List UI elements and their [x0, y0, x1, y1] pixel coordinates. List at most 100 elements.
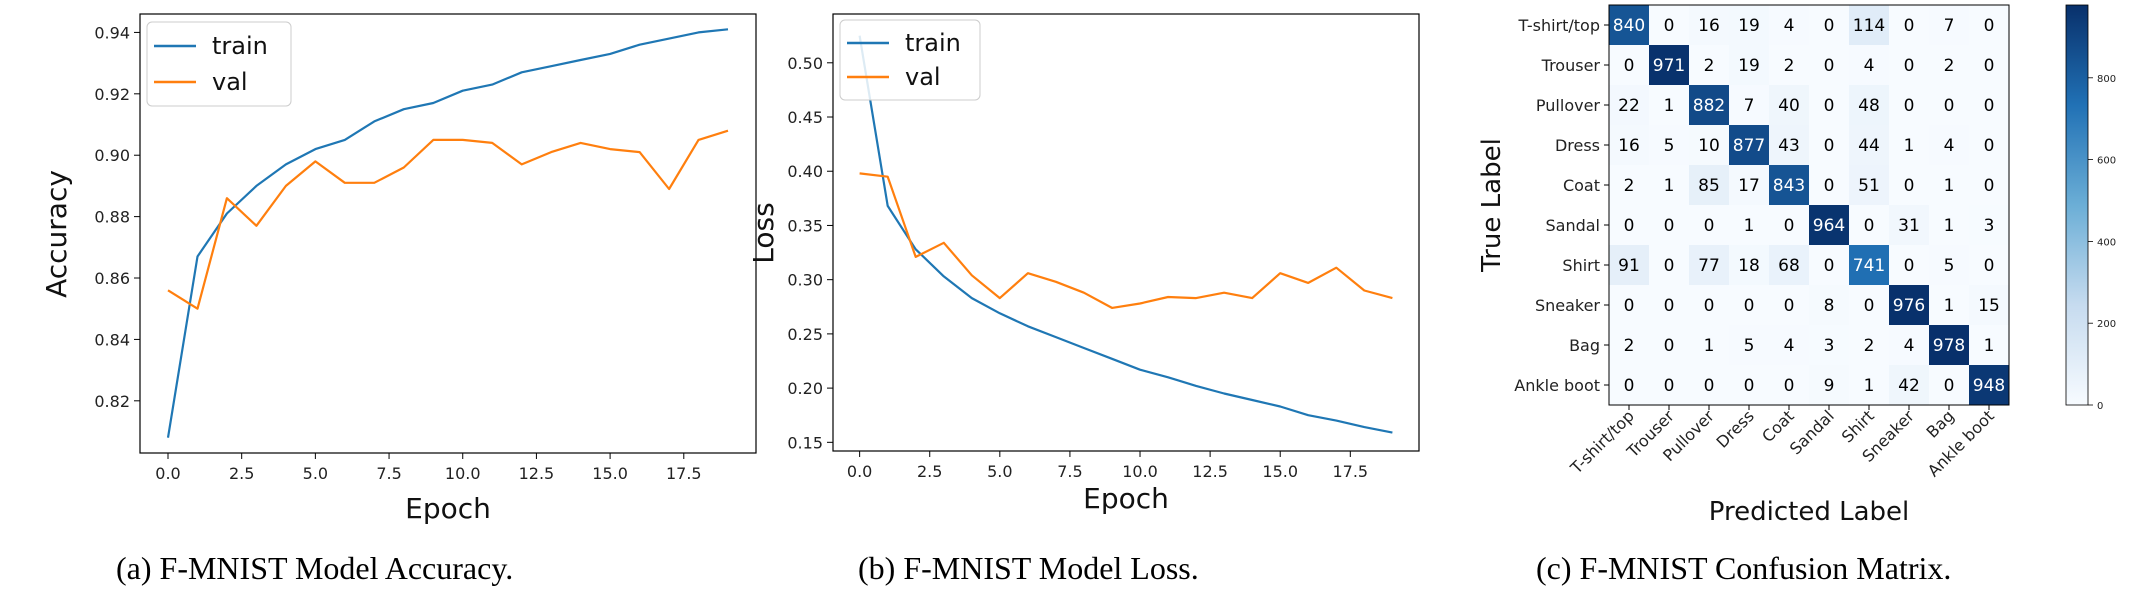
confusion-cell	[1889, 365, 1929, 405]
confusion-cell-value: 2	[1944, 56, 1955, 76]
confusion-cell-value: 42	[1898, 376, 1920, 396]
accuracy-legend-train-label: train	[212, 32, 268, 60]
b-xtick-label: 10.0	[1122, 462, 1158, 481]
b-xtick-label: 0.0	[847, 462, 872, 481]
confusion-cell	[1769, 125, 1809, 165]
confusion-cell-value: 19	[1738, 56, 1760, 76]
accuracy-legend-box	[146, 21, 292, 107]
confusion-cell-value: 48	[1858, 96, 1880, 116]
confusion-cell	[1769, 85, 1809, 125]
confusion-matrix: 840 0 16 19 4 0 114 0 7 00 971 2 19 2 0 4 0 2 022 1 882 7 40 0 4…	[1477, 4, 2116, 527]
confusion-cell	[1809, 245, 1849, 285]
confusion-cell	[1649, 165, 1689, 205]
confusion-cell-value: 1	[1904, 136, 1915, 156]
confusion-cell-value: 0	[1904, 96, 1915, 116]
confusion-cell-value: 0	[1784, 216, 1795, 236]
confusion-cell-value: 0	[1704, 216, 1715, 236]
confusion-cell	[1929, 325, 1969, 365]
loss-ylabel: Loss	[747, 202, 780, 263]
confusion-cell-value: 0	[1824, 16, 1835, 36]
confusion-cell	[1609, 165, 1649, 205]
confusion-cell	[1649, 325, 1689, 365]
confusion-cell-value: 9	[1824, 376, 1835, 396]
b-xtick-label: 17.5	[1332, 462, 1368, 481]
confusion-cell-value: 0	[1904, 256, 1915, 276]
confusion-xtick-label: Bag	[1923, 406, 1958, 441]
a-xtick-label: 15.0	[592, 464, 628, 483]
confusion-cell	[1609, 125, 1649, 165]
confusion-cell	[1649, 245, 1689, 285]
confusion-cell-value: 1	[1944, 216, 1955, 236]
confusion-cell	[1849, 245, 1889, 285]
confusion-cell	[1769, 245, 1809, 285]
confusion-cell	[1729, 365, 1769, 405]
confusion-cell	[1889, 125, 1929, 165]
b-xtick-label: 7.5	[1057, 462, 1082, 481]
confusion-cell	[1929, 245, 1969, 285]
confusion-cell-value: 978	[1933, 336, 1965, 356]
confusion-cell	[1609, 45, 1649, 85]
confusion-xlabel: Predicted Label	[1709, 497, 1909, 527]
confusion-cell-value: 18	[1738, 256, 1760, 276]
confusion-cell-value: 0	[1944, 96, 1955, 116]
confusion-cell	[1809, 325, 1849, 365]
b-ytick-label: 0.45	[787, 108, 823, 127]
confusion-cell-value: 1	[1664, 176, 1675, 196]
confusion-cell	[1969, 245, 2009, 285]
b-ytick-label: 0.40	[787, 162, 823, 181]
confusion-cell	[1889, 325, 1929, 365]
confusion-cell-value: 1	[1944, 296, 1955, 316]
confusion-cell	[1689, 205, 1729, 245]
confusion-cell-value: 51	[1858, 176, 1880, 196]
confusion-cell-value: 0	[1664, 216, 1675, 236]
confusion-cell	[1929, 85, 1969, 125]
confusion-cell-value: 77	[1698, 256, 1720, 276]
confusion-cell-value: 114	[1853, 16, 1885, 36]
confusion-cell	[1849, 125, 1889, 165]
confusion-cell-value: 1	[1664, 96, 1675, 116]
confusion-cell	[1729, 245, 1769, 285]
confusion-cell-value: 971	[1653, 56, 1685, 76]
confusion-cell-value: 10	[1698, 136, 1720, 156]
accuracy-legend: train val	[146, 21, 292, 107]
confusion-cell-value: 4	[1944, 136, 1955, 156]
b-xtick-label: 15.0	[1262, 462, 1298, 481]
confusion-cell	[1609, 285, 1649, 325]
confusion-cell-value: 0	[1664, 336, 1675, 356]
confusion-cell	[1849, 285, 1889, 325]
confusion-cell-value: 91	[1618, 256, 1640, 276]
confusion-cell-value: 2	[1704, 56, 1715, 76]
confusion-cell-value: 0	[1624, 56, 1635, 76]
confusion-cell	[1729, 5, 1769, 45]
confusion-cell-value: 948	[1973, 376, 2005, 396]
accuracy-chart: 0.0 2.5 5.0 7.5 10.0 12.5 15.0 17.5 0.82 0.84 0.86…	[40, 13, 757, 525]
confusion-ytick-label: Coat	[1563, 176, 1600, 195]
colorbar-tick-label: 200	[2097, 319, 2116, 330]
confusion-cell-value: 741	[1853, 256, 1885, 276]
confusion-cell	[1809, 285, 1849, 325]
confusion-cell	[1969, 325, 2009, 365]
confusion-cell	[1689, 285, 1729, 325]
confusion-cell-value: 843	[1773, 176, 1805, 196]
b-ytick-label: 0.15	[787, 433, 823, 452]
confusion-cell	[1649, 125, 1689, 165]
confusion-cell-value: 964	[1813, 216, 1845, 236]
confusion-cell	[1729, 165, 1769, 205]
confusion-cell-value: 3	[1984, 216, 1995, 236]
confusion-ytick-label: Trouser	[1541, 56, 1601, 75]
confusion-cell-value: 2	[1624, 176, 1635, 196]
confusion-cell	[1729, 325, 1769, 365]
a-series-val	[167, 129, 729, 310]
confusion-cell-value: 0	[1664, 376, 1675, 396]
confusion-cell	[1769, 285, 1809, 325]
confusion-cell-value: 0	[1984, 136, 1995, 156]
confusion-cell-value: 22	[1618, 96, 1640, 116]
confusion-cell-value: 0	[1624, 296, 1635, 316]
confusion-cell-value: 7	[1944, 16, 1955, 36]
confusion-cell	[1929, 165, 1969, 205]
confusion-cell-value: 0	[1784, 296, 1795, 316]
confusion-cell-value: 68	[1778, 256, 1800, 276]
confusion-ylabel: True Label	[1477, 138, 1507, 273]
confusion-cell-value: 0	[1984, 176, 1995, 196]
confusion-cell	[1969, 165, 2009, 205]
